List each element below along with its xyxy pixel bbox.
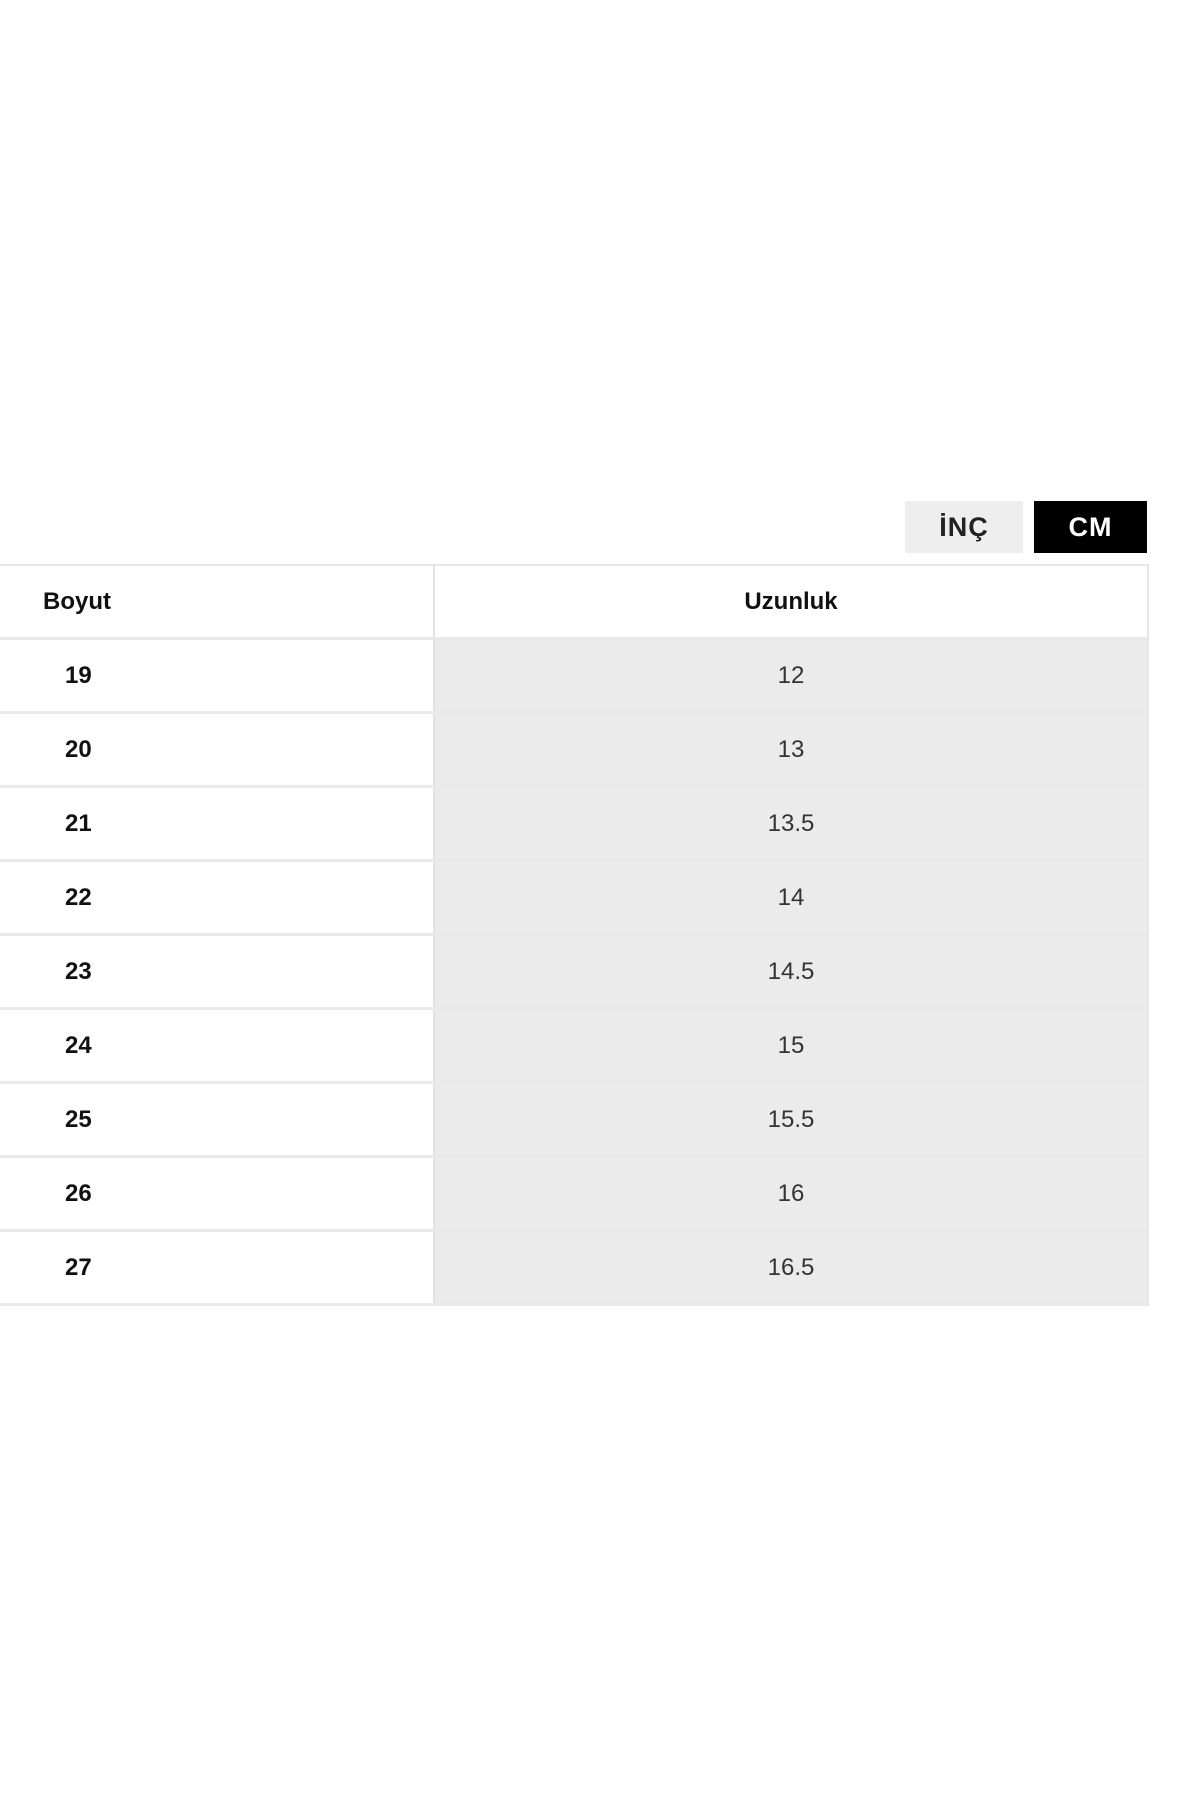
table-row: 23 14.5 (0, 936, 1147, 1010)
length-cell: 14.5 (435, 936, 1147, 1007)
table-row: 19 12 (0, 640, 1147, 714)
size-cell: 23 (0, 936, 435, 1007)
length-cell: 15.5 (435, 1084, 1147, 1155)
length-cell: 13.5 (435, 788, 1147, 859)
length-cell: 12 (435, 640, 1147, 711)
table-row: 27 16.5 (0, 1232, 1147, 1306)
length-cell: 14 (435, 862, 1147, 933)
size-cell: 24 (0, 1010, 435, 1081)
table-row: 26 16 (0, 1158, 1147, 1232)
table-row: 20 13 (0, 714, 1147, 788)
size-cell: 20 (0, 714, 435, 785)
size-cell: 26 (0, 1158, 435, 1229)
table-header-row: Boyut Uzunluk (0, 566, 1147, 640)
size-cell: 27 (0, 1232, 435, 1303)
size-cell: 22 (0, 862, 435, 933)
table-row: 22 14 (0, 862, 1147, 936)
size-cell: 25 (0, 1084, 435, 1155)
header-size: Boyut (0, 566, 435, 637)
length-cell: 13 (435, 714, 1147, 785)
table-row: 25 15.5 (0, 1084, 1147, 1158)
length-cell: 16.5 (435, 1232, 1147, 1303)
size-chart-table: Boyut Uzunluk 19 12 20 13 21 13.5 22 14 23 14.5 24… (0, 564, 1149, 1306)
length-cell: 16 (435, 1158, 1147, 1229)
unit-toggle-cm[interactable]: CM (1034, 501, 1147, 553)
unit-toggle-inch[interactable]: İNÇ (905, 501, 1023, 553)
table-row: 21 13.5 (0, 788, 1147, 862)
length-cell: 15 (435, 1010, 1147, 1081)
size-cell: 19 (0, 640, 435, 711)
header-length: Uzunluk (435, 566, 1147, 637)
size-cell: 21 (0, 788, 435, 859)
table-row: 24 15 (0, 1010, 1147, 1084)
